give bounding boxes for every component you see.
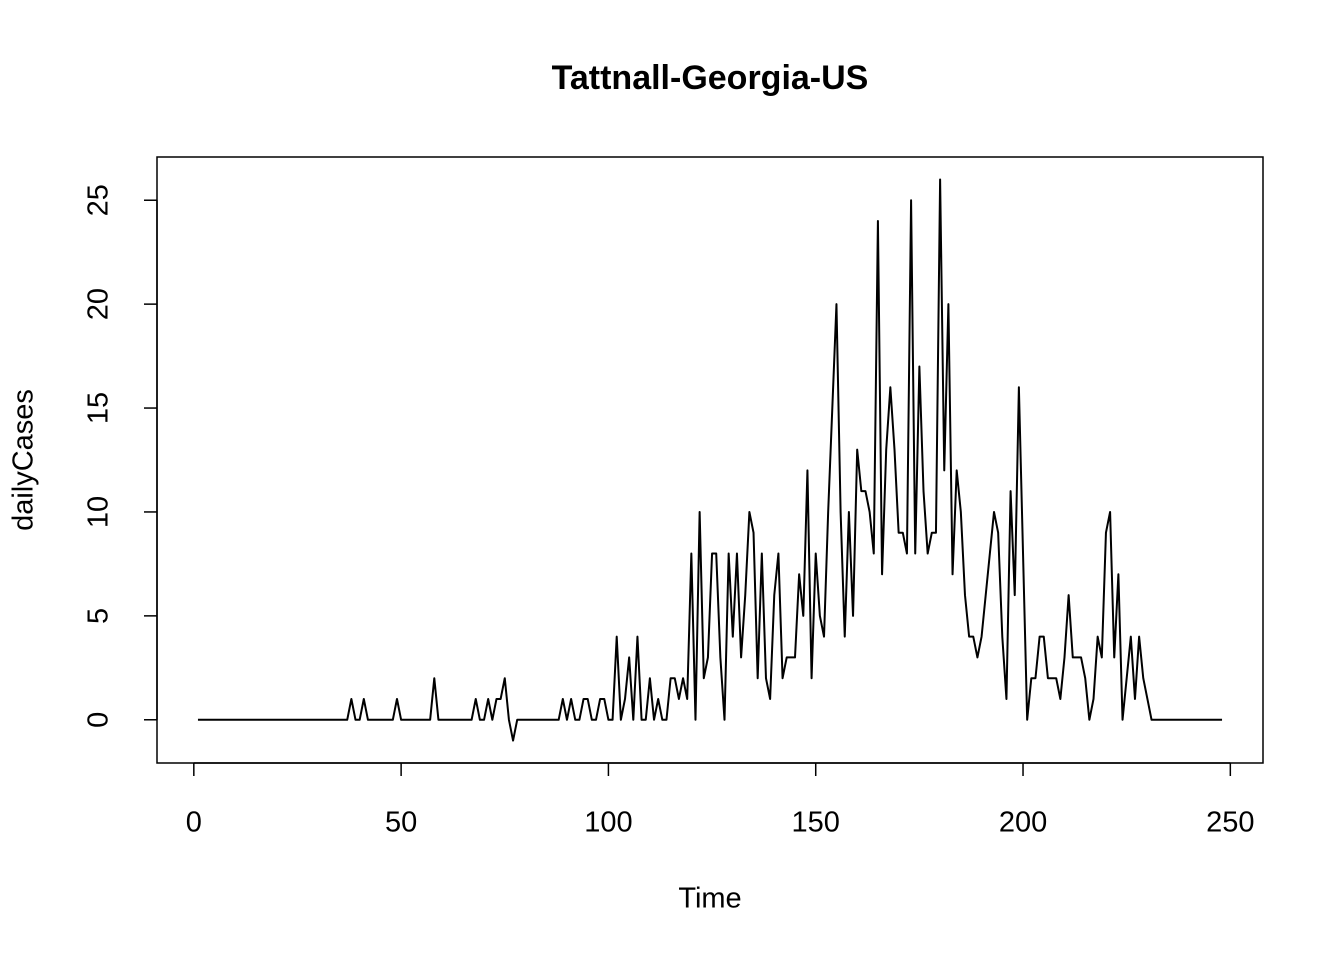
x-tick-label: 50 — [385, 807, 417, 839]
y-axis-label: dailyCases — [8, 389, 40, 531]
x-axis-label: Time — [678, 883, 741, 915]
y-tick-label: 15 — [83, 392, 115, 424]
plot-box — [156, 156, 1264, 764]
y-tick-label: 5 — [83, 608, 115, 624]
y-tick-label: 10 — [83, 496, 115, 528]
chart-title: Tattnall-Georgia-US — [552, 59, 869, 97]
y-tick-label: 0 — [83, 712, 115, 728]
x-tick-label: 100 — [584, 807, 632, 839]
x-tick-label: 200 — [999, 807, 1047, 839]
y-tick-label: 25 — [83, 184, 115, 216]
y-tick-label: 20 — [83, 288, 115, 320]
x-tick-label: 250 — [1206, 807, 1254, 839]
x-tick-label: 150 — [792, 807, 840, 839]
data-line — [197, 178, 1223, 742]
x-tick-label: 0 — [186, 807, 202, 839]
